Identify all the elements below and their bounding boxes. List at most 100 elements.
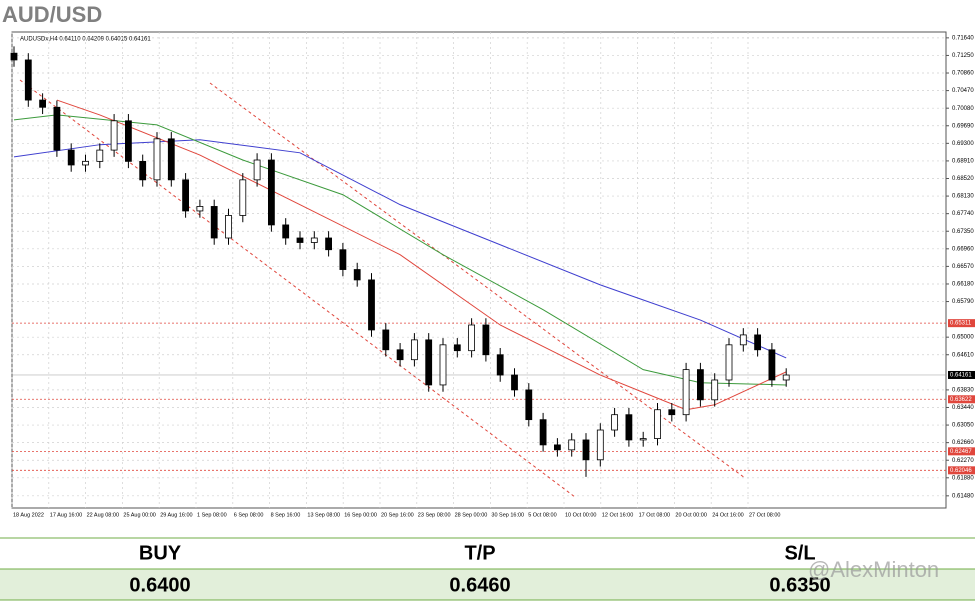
y-tick-label: 0.61480 xyxy=(952,493,974,499)
x-tick-label: 25 Aug 00:00 xyxy=(123,512,155,518)
y-tick-label: 0.66960 xyxy=(952,246,974,252)
candle-body xyxy=(725,344,733,381)
candle-body xyxy=(410,339,418,361)
y-tick-label: 0.66570 xyxy=(952,264,974,270)
candle-body xyxy=(654,409,661,439)
x-tick-label: 17 Aug 16:00 xyxy=(50,512,82,518)
candle-body xyxy=(754,334,761,351)
x-tick-label: 10 Oct 00:00 xyxy=(565,512,597,518)
candle-body xyxy=(697,369,704,401)
candle-body xyxy=(253,159,261,181)
candle-body xyxy=(439,344,447,386)
y-tick-label: 0.71640 xyxy=(952,35,974,41)
candle-body xyxy=(96,149,104,162)
watermark: @AlexMinton xyxy=(808,557,939,582)
y-tick-label: 0.66180 xyxy=(952,282,974,288)
chart-info: AUDUSDx,H4 0.64110 0.64209 0.64015 0.641… xyxy=(20,37,151,43)
moving-average xyxy=(56,99,787,411)
level-label: 0.63622 xyxy=(950,397,972,403)
candle-body xyxy=(67,149,75,166)
candle-body xyxy=(282,224,290,239)
candle-body xyxy=(739,334,747,346)
y-tick-label: 0.68130 xyxy=(952,194,974,200)
candle-body xyxy=(568,439,576,451)
candle-body xyxy=(368,279,375,331)
candle-body xyxy=(582,439,590,461)
last-price-tag xyxy=(948,370,975,379)
y-tick-label: 0.70860 xyxy=(952,71,974,77)
level-tag xyxy=(948,395,975,404)
x-tick-label: 6 Sep 08:00 xyxy=(234,512,264,518)
candle-body xyxy=(296,237,304,243)
y-tick-label: 0.68910 xyxy=(952,158,974,164)
candle-body xyxy=(267,159,275,226)
table-header: S/L xyxy=(784,542,815,564)
candle-body xyxy=(339,249,347,270)
x-tick-label: 16 Sep 00:00 xyxy=(344,512,377,518)
candle-body xyxy=(39,99,46,108)
candle-body xyxy=(110,120,118,151)
table-cell: 0.6400 xyxy=(129,574,190,596)
y-tick-label: 0.65000 xyxy=(952,335,974,341)
plot-frame xyxy=(11,31,947,509)
candle-body xyxy=(125,120,132,162)
candle-body xyxy=(511,374,518,391)
y-tick-label: 0.61880 xyxy=(952,475,974,481)
candle-body xyxy=(768,349,776,381)
x-tick-label: 13 Sep 08:00 xyxy=(307,512,340,518)
level-label: 0.62467 xyxy=(950,449,972,455)
candle-body xyxy=(596,429,604,461)
x-tick-label: 23 Sep 08:00 xyxy=(418,512,451,518)
x-tick-label: 5 Oct 08:00 xyxy=(528,512,556,518)
x-tick-label: 22 Aug 08:00 xyxy=(87,512,119,518)
candle-body xyxy=(182,179,190,212)
candle-body xyxy=(611,414,618,431)
moving-average xyxy=(13,139,787,359)
y-tick-label: 0.71250 xyxy=(952,53,974,59)
x-tick-label: 18 Aug 2022 xyxy=(13,512,44,518)
candle-body xyxy=(554,444,561,451)
y-tick-label: 0.69690 xyxy=(952,123,974,129)
level-label: 0.62046 xyxy=(950,468,972,474)
candle-body xyxy=(639,438,647,441)
candle-body xyxy=(382,329,390,351)
x-tick-label: 20 Sep 16:00 xyxy=(381,512,414,518)
table-cell: 0.6350 xyxy=(769,574,830,596)
y-tick-label: 0.70080 xyxy=(952,106,974,112)
candle-body xyxy=(782,374,790,381)
table-header: BUY xyxy=(139,542,182,564)
level-label: 0.65311 xyxy=(950,321,972,327)
y-tick-label: 0.70470 xyxy=(952,88,974,94)
candle-body xyxy=(325,237,333,251)
table-header: T/P xyxy=(464,542,495,564)
y-tick-label: 0.63050 xyxy=(952,423,974,429)
x-tick-label: 24 Oct 16:00 xyxy=(712,512,744,518)
x-tick-label: 1 Sep 08:00 xyxy=(197,512,227,518)
y-tick-label: 0.64610 xyxy=(952,352,974,358)
candle-body xyxy=(310,237,318,243)
candle-body xyxy=(525,389,533,421)
candle-body xyxy=(711,379,719,401)
x-tick-label: 27 Oct 08:00 xyxy=(749,512,781,518)
y-tick-label: 0.62270 xyxy=(952,458,974,464)
candle-body xyxy=(668,409,676,416)
x-tick-label: 30 Sep 16:00 xyxy=(491,512,524,518)
last-price-label: 0.64161 xyxy=(950,373,972,379)
candle-body xyxy=(196,206,204,212)
candle-body xyxy=(496,354,504,376)
moving-average xyxy=(13,114,787,386)
candle-body xyxy=(239,179,247,216)
x-tick-label: 8 Sep 16:00 xyxy=(271,512,301,518)
y-tick-label: 0.69300 xyxy=(952,141,974,147)
table-row-bg xyxy=(0,569,975,600)
candle-body xyxy=(167,138,175,181)
y-tick-label: 0.68520 xyxy=(952,176,974,182)
y-tick-label: 0.67740 xyxy=(952,211,974,217)
x-tick-label: 29 Aug 16:00 xyxy=(160,512,192,518)
candle-body xyxy=(24,59,32,101)
x-tick-label: 20 Oct 00:00 xyxy=(675,512,707,518)
level-tag xyxy=(948,319,975,328)
y-tick-label: 0.63440 xyxy=(952,405,974,411)
